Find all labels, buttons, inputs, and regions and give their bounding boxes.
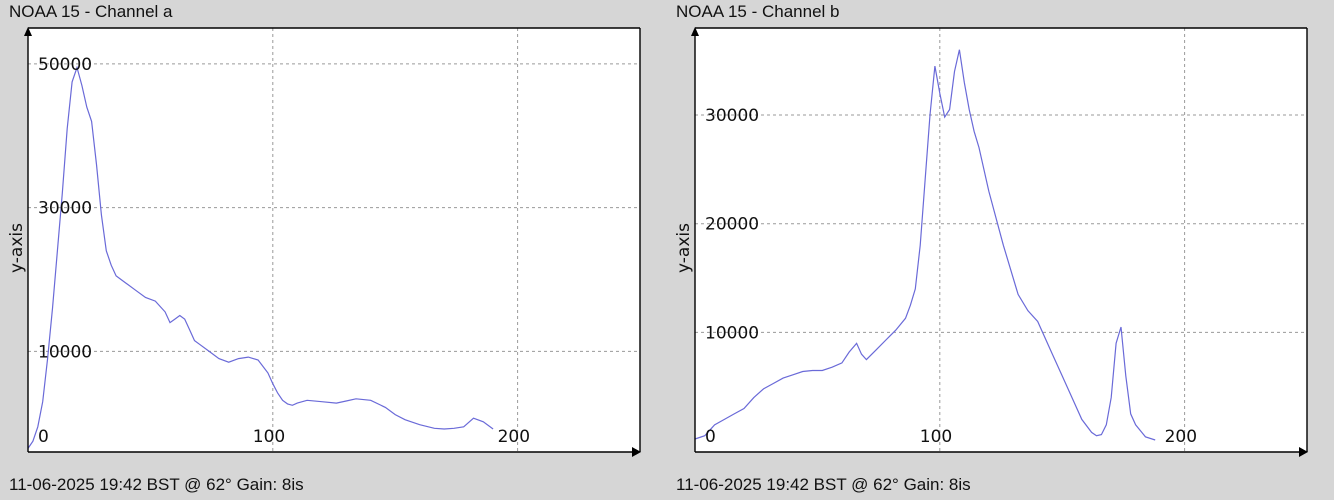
plot-area — [28, 28, 640, 452]
y-tick-label: 50000 — [38, 55, 92, 75]
x-axis-arrow — [632, 447, 641, 457]
x-tick-label: 0 — [705, 427, 716, 447]
y-tick-label: 10000 — [705, 323, 759, 343]
y-axis-title: y-axis — [674, 223, 694, 273]
y-axis-title: y-axis — [7, 223, 27, 273]
x-tick-label: 200 — [1165, 427, 1197, 447]
x-tick-label: 100 — [253, 427, 285, 447]
x-tick-label: 100 — [920, 427, 952, 447]
chart-plot-channel-b: 0 100 200 10000 20000 30000 y-axis — [674, 27, 1308, 457]
chart-plot-channel-a: 0 100 200 10000 30000 50000 y-axis — [7, 27, 641, 457]
chart-panel-channel-a: NOAA 15 - Channel a 0 100 200 10000 30000 500… — [7, 2, 641, 494]
chart-title: NOAA 15 - Channel a — [9, 2, 173, 21]
y-tick-label: 30000 — [705, 106, 759, 126]
x-tick-label: 0 — [38, 427, 49, 447]
y-axis-arrow — [691, 27, 699, 36]
y-tick-label: 20000 — [705, 215, 759, 235]
chart-title: NOAA 15 - Channel b — [676, 2, 840, 21]
chart-panel-channel-b: NOAA 15 - Channel b 0 100 200 10000 20000 300… — [667, 0, 1334, 500]
x-axis-arrow — [1299, 447, 1308, 457]
y-tick-label: 10000 — [38, 342, 92, 362]
series-line — [694, 49, 1156, 441]
plot-area — [695, 28, 1307, 452]
x-tick-label: 200 — [498, 427, 530, 447]
y-tick-label: 30000 — [38, 199, 92, 219]
capture-info-footer: 11-06-2025 19:42 BST @ 62° Gain: 8is — [676, 475, 971, 494]
y-axis-arrow — [24, 27, 32, 36]
capture-info-footer: 11-06-2025 19:42 BST @ 62° Gain: 8is — [9, 475, 304, 494]
series-line — [27, 65, 494, 449]
